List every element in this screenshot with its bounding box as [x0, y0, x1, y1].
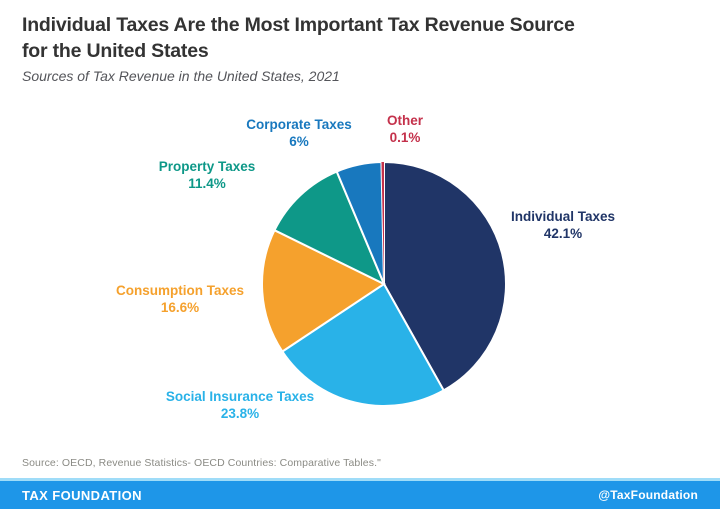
label-social-insurance-taxes: Social Insurance Taxes 23.8%	[166, 388, 314, 422]
slice-value: 23.8%	[220, 406, 260, 421]
slice-value: 6%	[289, 134, 309, 149]
label-consumption-taxes: Consumption Taxes 16.6%	[116, 282, 244, 316]
pie-slice-corporate-taxes	[335, 161, 385, 285]
footer-brand: TAX FOUNDATION	[22, 487, 142, 503]
pie-slice-property-taxes	[273, 170, 386, 287]
slice-name: Other	[386, 113, 424, 128]
pie-slice-individual-taxes	[383, 160, 507, 392]
chart-subtitle: Sources of Tax Revenue in the United Sta…	[22, 68, 340, 84]
slice-value: 42.1%	[543, 226, 583, 241]
slice-name: Individual Taxes	[510, 209, 616, 224]
label-other: Other 0.1%	[387, 112, 423, 146]
page-title: Individual Taxes Are the Most Important …	[22, 12, 682, 64]
footer-blue-bar: TAX FOUNDATION @TaxFoundation	[0, 481, 720, 509]
slice-name: Consumption Taxes	[115, 283, 245, 298]
slice-value: 16.6%	[160, 300, 200, 315]
slice-value: 11.4%	[188, 176, 226, 191]
slice-name: Social Insurance Taxes	[165, 389, 315, 404]
pie-slice-other	[381, 162, 384, 284]
source-note: Source: OECD, Revenue Statistics- OECD C…	[22, 457, 381, 469]
label-individual-taxes: Individual Taxes 42.1%	[511, 208, 615, 242]
title-line-2: for the United States	[22, 40, 209, 62]
title-line-1: Individual Taxes Are the Most Important …	[22, 14, 575, 36]
footer-accent-strip	[0, 478, 720, 481]
pie-slice-consumption-taxes	[261, 228, 387, 353]
pie-slice-social-insurance-taxes	[280, 282, 446, 407]
footer-twitter-handle: @TaxFoundation	[598, 488, 698, 502]
label-corporate-taxes: Corporate Taxes 6%	[246, 116, 352, 150]
footer-bar: TAX FOUNDATION @TaxFoundation	[0, 478, 720, 509]
pie-chart	[261, 160, 507, 407]
slice-name: Corporate Taxes	[246, 117, 352, 132]
slice-name: Property Taxes	[158, 159, 256, 174]
label-property-taxes: Property Taxes 11.4%	[159, 158, 256, 192]
slice-value: 0.1%	[389, 130, 421, 145]
